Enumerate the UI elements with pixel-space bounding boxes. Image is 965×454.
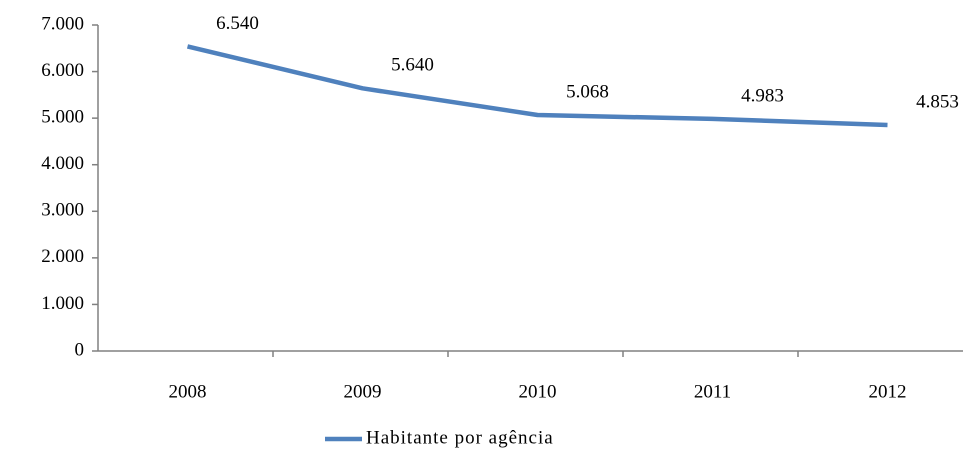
x-tick-label: 2009	[344, 381, 382, 402]
x-tick-label: 2012	[869, 381, 907, 402]
y-tick-label: 5.000	[41, 107, 84, 128]
data-label: 4.983	[741, 85, 784, 106]
x-tick-label: 2010	[519, 381, 557, 402]
data-label: 4.853	[916, 91, 959, 112]
data-line	[186, 44, 888, 128]
data-label: 6.540	[216, 13, 259, 34]
y-tick-label: 0	[75, 339, 85, 360]
data-label: 5.640	[391, 55, 434, 76]
y-tick-label: 7.000	[41, 13, 84, 34]
y-tick-label: 4.000	[41, 153, 84, 174]
x-tick-label: 2011	[694, 381, 731, 402]
data-label: 5.068	[566, 81, 609, 102]
y-tick-label: 1.000	[41, 293, 84, 314]
y-tick-label: 6.000	[41, 60, 84, 81]
x-tick-label: 2008	[169, 381, 207, 402]
y-tick-label: 2.000	[41, 246, 84, 267]
legend-label: Habitante por agência	[366, 427, 554, 448]
y-tick-label: 3.000	[41, 200, 84, 221]
